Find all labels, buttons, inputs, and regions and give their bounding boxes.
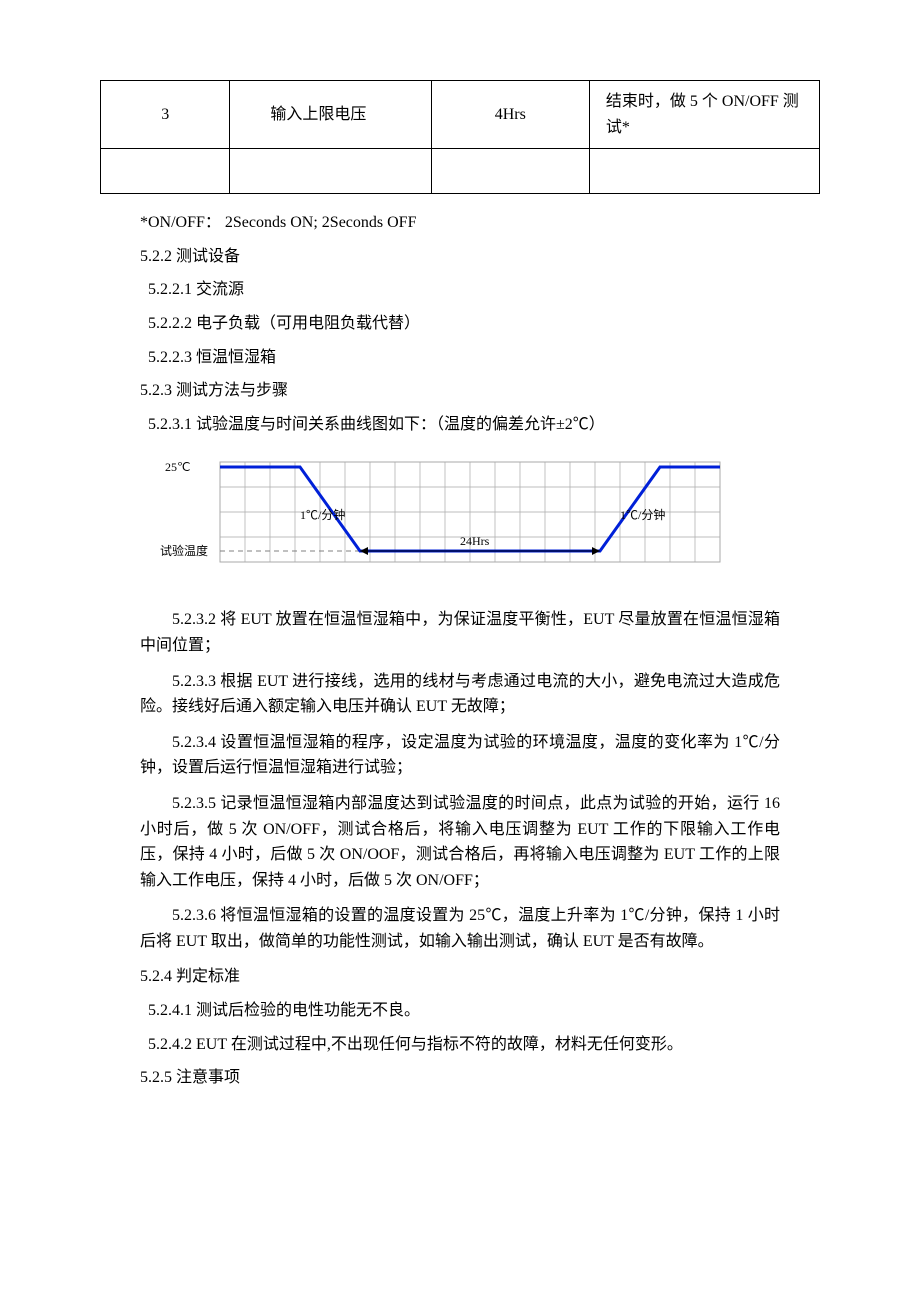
cell-duration: 4Hrs xyxy=(431,81,589,149)
item-5-2-3-3: 5.2.3.3 根据 EUT 进行接线，选用的线材与考虑通过电流的大小，避免电流… xyxy=(140,669,780,720)
heading-5-2-5: 5.2.5 注意事项 xyxy=(140,1065,820,1091)
svg-text:25℃: 25℃ xyxy=(165,460,190,474)
svg-text:1℃/分钟: 1℃/分钟 xyxy=(620,507,665,522)
item-5-2-3-2: 5.2.3.2 将 EUT 放置在恒温恒湿箱中，为保证温度平衡性，EUT 尽量放… xyxy=(140,607,780,658)
item-5-2-3-6: 5.2.3.6 将恒温恒湿箱的设置的温度设置为 25℃，温度上升率为 1℃/分钟… xyxy=(140,903,780,954)
note-onoff: *ON/OFF： 2Seconds ON; 2Seconds OFF xyxy=(140,210,820,236)
svg-text:试验温度: 试验温度 xyxy=(160,543,208,558)
cell-remark: 结束时，做 5 个 ON/OFF 测试* xyxy=(589,81,819,149)
item-5-2-2-1: 5.2.2.1 交流源 xyxy=(148,277,820,303)
item-5-2-2-3: 5.2.2.3 恒温恒湿箱 xyxy=(148,345,820,371)
table-row: 3 输入上限电压 4Hrs 结束时，做 5 个 ON/OFF 测试* xyxy=(101,81,820,149)
heading-5-2-2: 5.2.2 测试设备 xyxy=(140,244,820,270)
table-row-empty xyxy=(101,149,820,194)
item-5-2-4-1: 5.2.4.1 测试后检验的电性功能无不良。 xyxy=(148,998,820,1024)
svg-text:24Hrs: 24Hrs xyxy=(460,534,490,548)
item-5-2-2-2: 5.2.2.2 电子负载（可用电阻负载代替） xyxy=(148,311,820,337)
item-5-2-3-1: 5.2.3.1 试验温度与时间关系曲线图如下：（温度的偏差允许±2℃） xyxy=(148,412,820,438)
item-5-2-3-4: 5.2.3.4 设置恒温恒湿箱的程序，设定温度为试验的环境温度，温度的变化率为 … xyxy=(140,730,780,781)
cell-step: 3 xyxy=(101,81,230,149)
item-5-2-3-5: 5.2.3.5 记录恒温恒湿箱内部温度达到试验温度的时间点，此点为试验的开始，运… xyxy=(140,791,780,893)
conditions-table: 3 输入上限电压 4Hrs 结束时，做 5 个 ON/OFF 测试* xyxy=(100,80,820,194)
heading-5-2-4: 5.2.4 判定标准 xyxy=(140,964,820,990)
svg-text:1℃/分钟: 1℃/分钟 xyxy=(300,507,345,522)
item-5-2-4-2: 5.2.4.2 EUT 在测试过程中,不出现任何与指标不符的故障，材料无任何变形… xyxy=(148,1032,820,1058)
heading-5-2-3: 5.2.3 测试方法与步骤 xyxy=(140,378,820,404)
temperature-time-chart: 25℃ 试验温度 1℃/分钟 1℃/分钟 24Hrs xyxy=(160,457,820,587)
cell-voltage: 输入上限电压 xyxy=(230,81,431,149)
